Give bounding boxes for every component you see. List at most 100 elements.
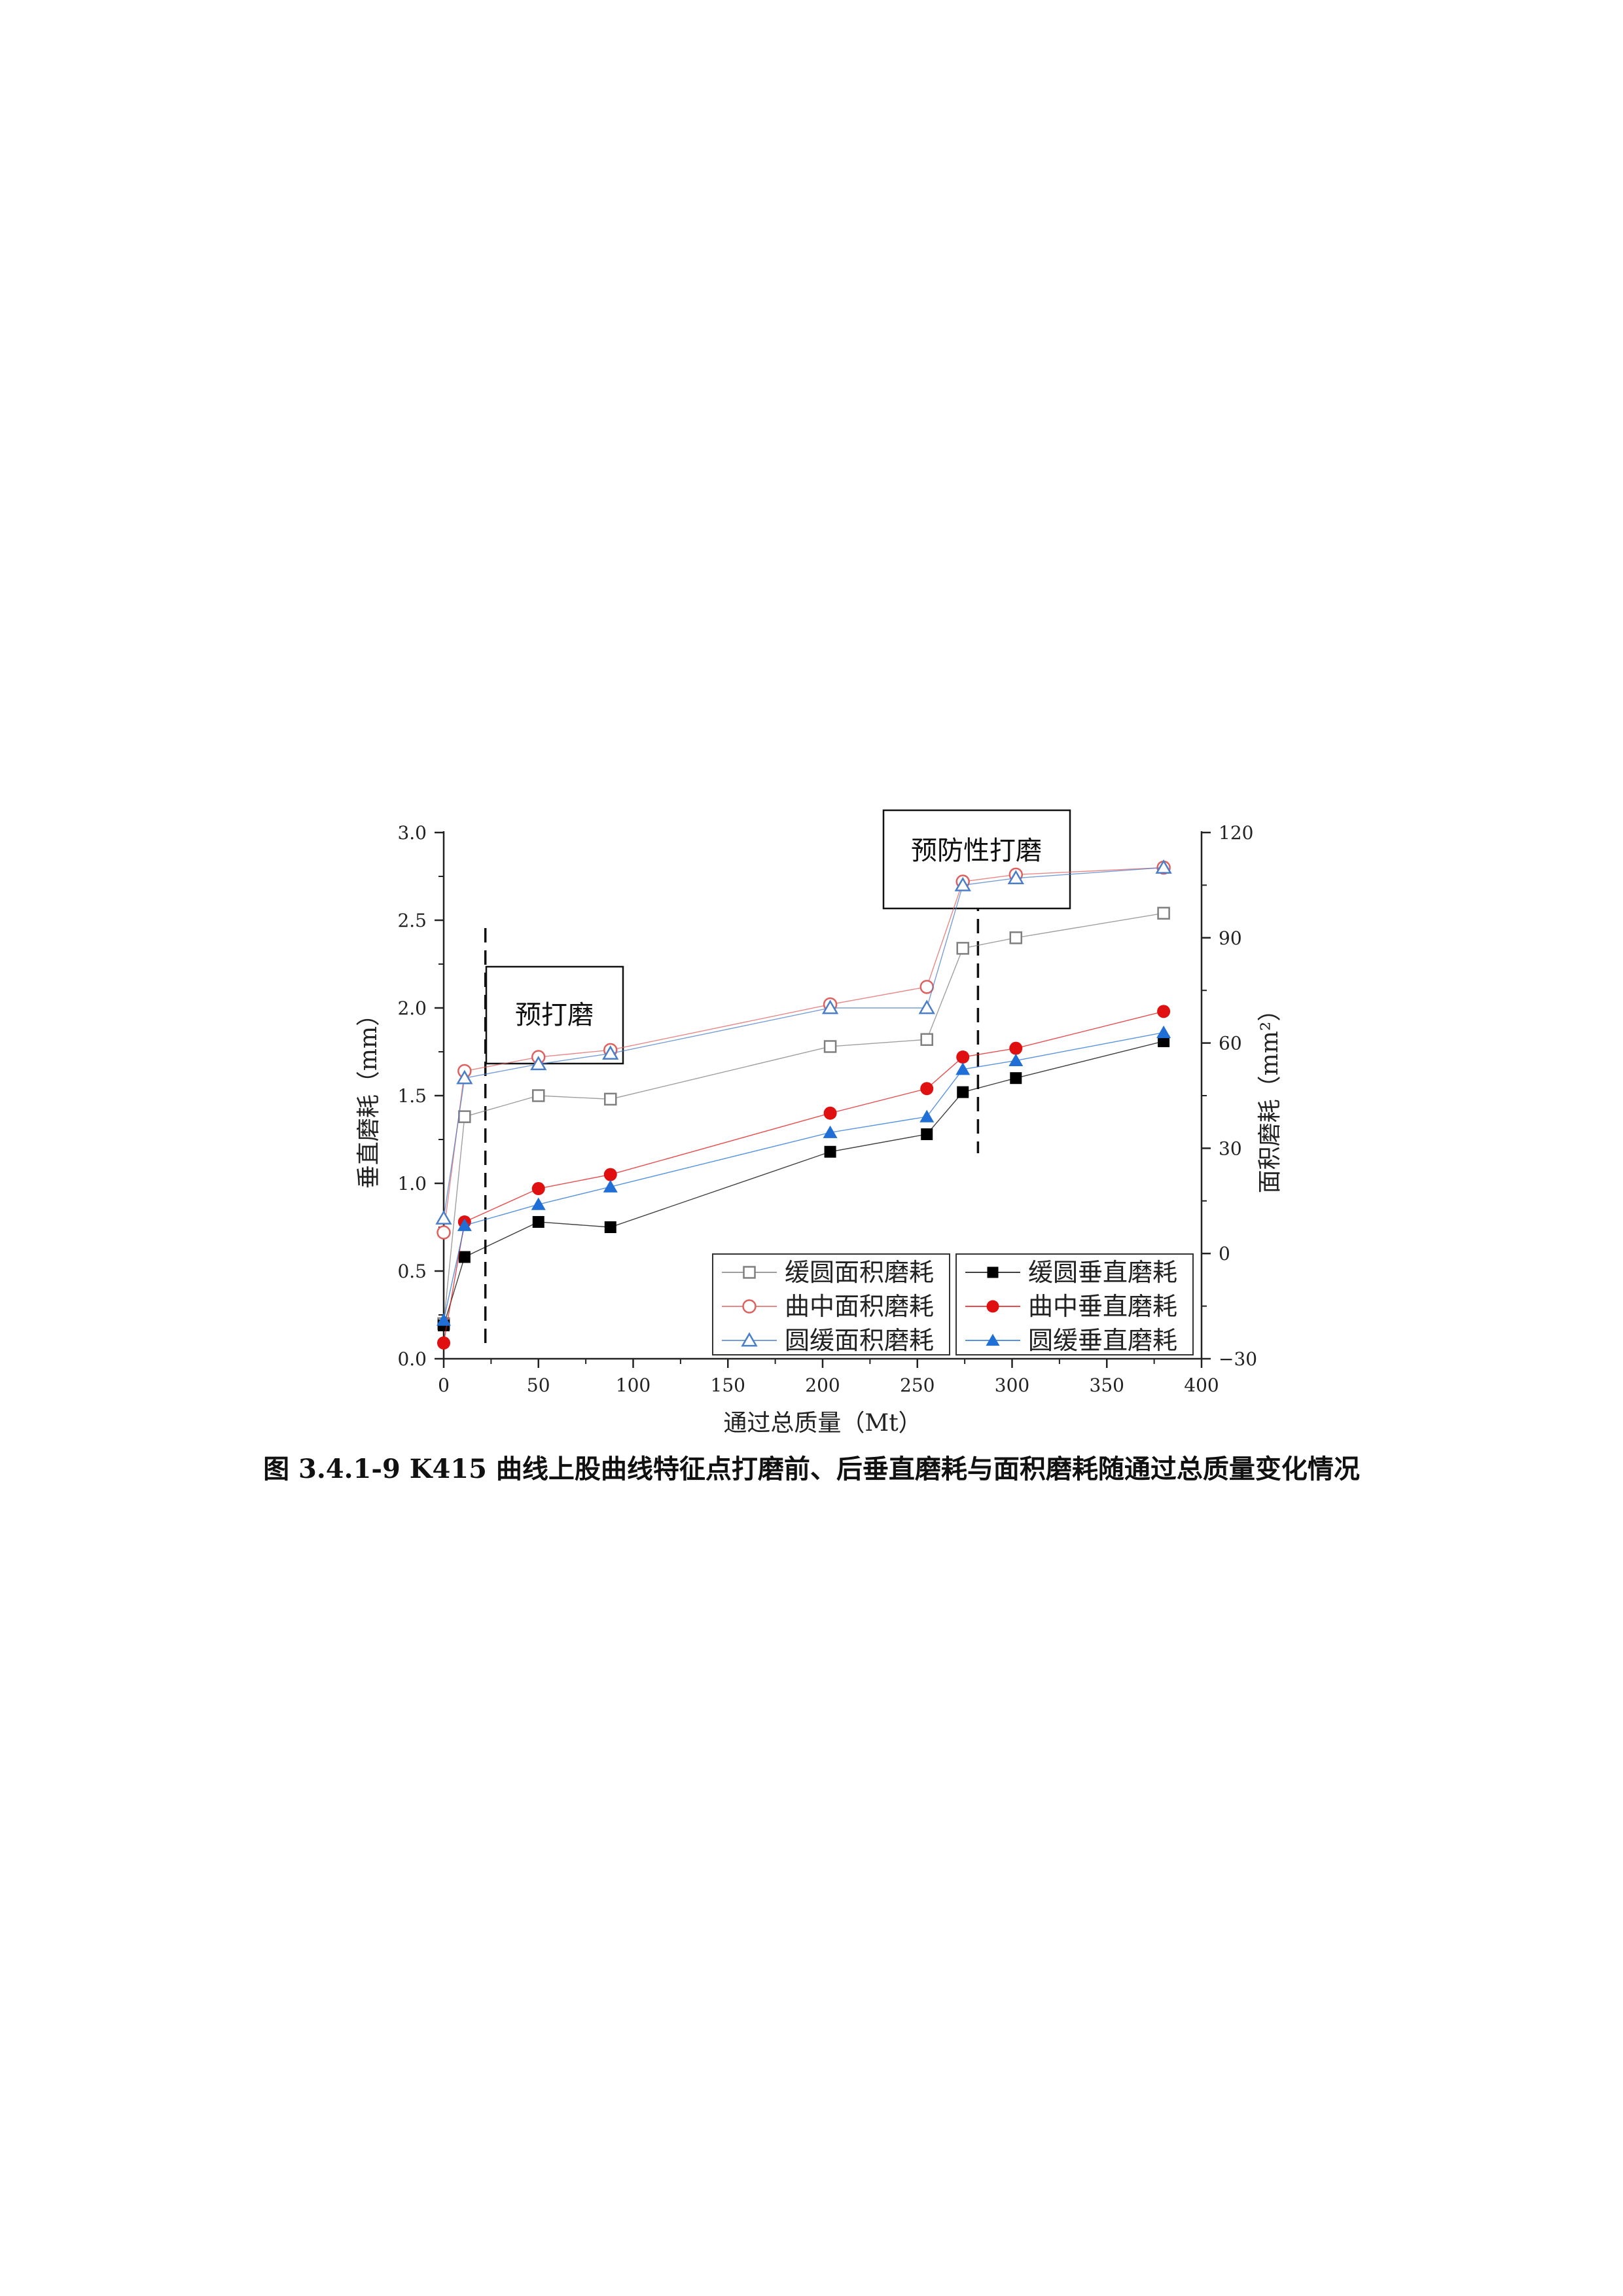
data-point-shape [921, 1128, 933, 1140]
data-point-shape [456, 1069, 473, 1085]
data-point-shape [919, 980, 934, 994]
x-tick-label: 350 [1090, 1374, 1124, 1396]
x-tick-label: 50 [527, 1374, 550, 1396]
data-point [956, 942, 969, 955]
data-point [603, 1168, 617, 1181]
pre-grinding-label: 预打磨 [515, 1000, 594, 1030]
data-point-shape [821, 999, 839, 1014]
data-point [435, 1210, 452, 1225]
data-point [532, 1215, 544, 1228]
data-point [437, 1225, 451, 1240]
x-tick-label: 100 [616, 1374, 651, 1396]
legend-label: 圆缓面积磨耗 [785, 1326, 934, 1355]
y-axis-right-title: 面积磨耗（mm²） [1257, 998, 1283, 1194]
legend-label: 曲中面积磨耗 [785, 1292, 934, 1321]
data-point-shape [603, 1179, 618, 1193]
data-point [1007, 870, 1024, 885]
data-point [955, 1062, 971, 1075]
data-point [823, 1040, 837, 1053]
data-point-shape [956, 1050, 970, 1064]
data-point [956, 1050, 970, 1064]
annotation-layer: 预打磨 预防性打磨 [484, 809, 1071, 1343]
data-point-shape [1010, 1072, 1022, 1085]
data-point-shape [531, 1182, 545, 1196]
data-point [604, 1221, 616, 1233]
legend-label: 圆缓垂直磨耗 [1028, 1326, 1177, 1355]
data-point-shape [532, 1215, 544, 1228]
data-point [603, 1179, 618, 1193]
x-tick-label: 250 [900, 1374, 935, 1396]
x-tick-label: 150 [711, 1374, 745, 1396]
legend-marker-shape [986, 1300, 999, 1313]
figure-caption: 图 3.4.1-9 K415 曲线上股曲线特征点打磨前、后垂直磨耗与面积磨耗随通… [263, 1454, 1360, 1484]
y-left-tick-label: 0.5 [397, 1261, 427, 1282]
data-point-shape [918, 999, 935, 1014]
y-right-tick-label: 90 [1219, 927, 1242, 949]
data-point-shape [823, 1040, 837, 1053]
data-point [530, 1056, 547, 1071]
data-point [604, 1092, 617, 1106]
legend-marker [986, 1300, 999, 1313]
y-right-tick-label: 0 [1219, 1243, 1230, 1265]
data-point-shape [920, 1033, 933, 1046]
y-right-tick-label: 30 [1219, 1138, 1242, 1159]
series-layer [435, 859, 1172, 1350]
data-point-shape [602, 1045, 619, 1060]
y-left-tick-label: 0.0 [397, 1348, 427, 1370]
data-point-shape [435, 1210, 452, 1225]
x-axis-title: 通过总质量（Mt） [723, 1410, 921, 1437]
data-point [1010, 1072, 1022, 1085]
data-point [921, 1128, 933, 1140]
legend-label: 缓圆面积磨耗 [785, 1258, 934, 1287]
axis-layer: 0 50 100 150 200 250 300 350 4000.00.51.01.52.02… [355, 822, 1283, 1437]
data-point-shape [954, 876, 971, 891]
legend-marker [742, 1299, 757, 1314]
data-point-shape [955, 1062, 971, 1075]
data-point-shape [1008, 1053, 1024, 1066]
preventive-grinding-label-box [882, 809, 1071, 910]
data-point-shape [824, 1145, 836, 1158]
data-point [531, 1197, 546, 1210]
legend-marker-shape [986, 1333, 1000, 1346]
y-left-tick-label: 2.5 [397, 910, 427, 931]
data-point-shape [1158, 1035, 1170, 1047]
data-point [1158, 1035, 1170, 1047]
data-point [437, 1336, 450, 1350]
preventive-grinding-label: 预防性打磨 [911, 836, 1042, 866]
y-left-tick-label: 3.0 [397, 822, 427, 844]
data-point [919, 980, 934, 994]
data-point-shape [1009, 1041, 1023, 1055]
data-point-shape [531, 1197, 546, 1210]
y-right-tick-label: 120 [1219, 822, 1253, 844]
data-point-shape [823, 1106, 837, 1120]
legend-marker-shape [987, 1266, 999, 1278]
data-point [531, 1182, 545, 1196]
data-point-shape [604, 1092, 617, 1106]
data-point-shape [604, 1221, 616, 1233]
data-point-shape [458, 1110, 471, 1123]
data-point-shape [1156, 1025, 1171, 1039]
data-point [1157, 906, 1170, 920]
data-point [920, 1033, 933, 1046]
y-left-tick-label: 2.0 [397, 997, 427, 1019]
data-point [1008, 1053, 1024, 1066]
data-point [458, 1110, 471, 1123]
data-point [821, 999, 839, 1014]
data-point-shape [920, 1082, 934, 1096]
data-point-shape [956, 942, 969, 955]
data-point [823, 1106, 837, 1120]
x-tick-label: 300 [995, 1374, 1029, 1396]
data-point [1157, 1005, 1171, 1018]
data-point-shape [1157, 906, 1170, 920]
data-point-shape [457, 1218, 472, 1231]
y-right-tick-label: 60 [1219, 1033, 1242, 1054]
data-point-shape [1009, 931, 1023, 944]
data-point-shape [437, 1336, 450, 1350]
data-point-shape [437, 1313, 451, 1326]
data-point [823, 1125, 838, 1138]
data-point [1156, 1025, 1171, 1039]
data-point [456, 1069, 473, 1085]
data-point-shape [458, 1251, 471, 1263]
data-point-shape [532, 1089, 545, 1102]
